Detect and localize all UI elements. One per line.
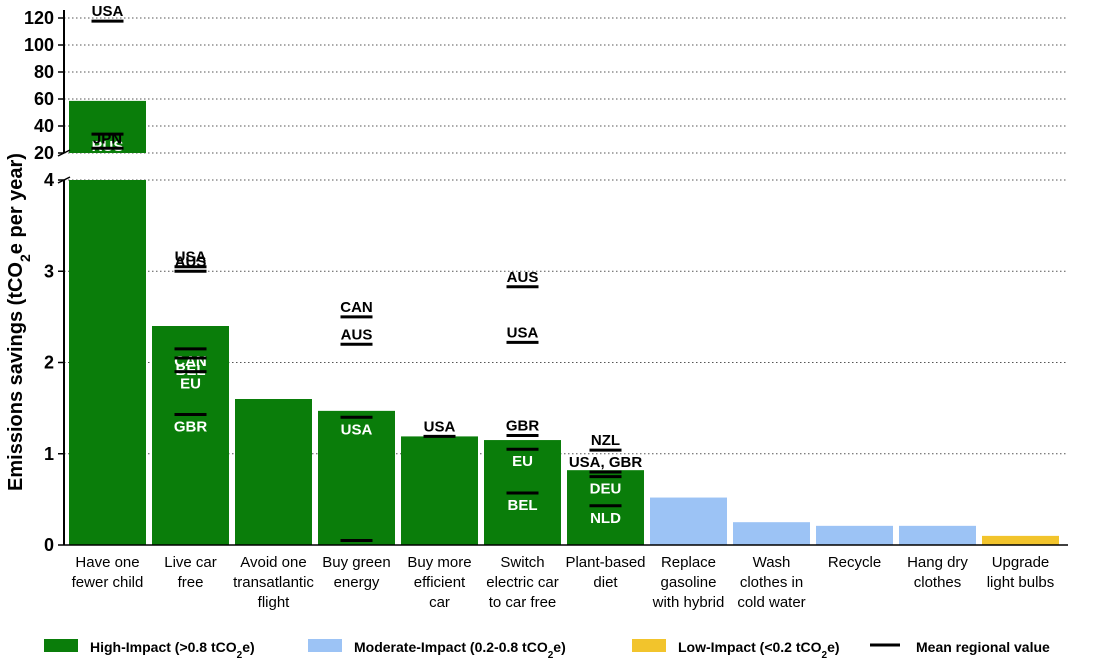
category-label: gasoline <box>661 574 717 591</box>
y-axis: 0 1 2 3 4 20 40 60 80 100 120 <box>24 8 1068 555</box>
category-label: electric car <box>486 574 559 591</box>
category-label: Buy green <box>322 554 390 571</box>
y-tick-label: 3 <box>44 261 54 281</box>
category-label: Recycle <box>828 554 881 571</box>
bar <box>567 470 644 545</box>
category-label: Have one <box>75 554 139 571</box>
category-label: fewer child <box>72 574 144 591</box>
y-tick-label: 2 <box>44 353 54 373</box>
category-label: flight <box>258 594 291 611</box>
y-axis-label: Emissions savings (tCO2e per year) <box>5 153 33 491</box>
y-tick-label: 40 <box>34 116 54 136</box>
regional-label: GBR <box>174 419 208 436</box>
regional-label: AUS <box>507 269 539 286</box>
category-label: Switch <box>500 554 544 571</box>
category-label: efficient <box>414 574 466 591</box>
regional-label: USA <box>175 249 207 266</box>
category-label: clothes in <box>740 574 803 591</box>
regional-label: USA <box>424 418 456 435</box>
regional-label: AUS <box>341 326 373 343</box>
grid-lines <box>64 17 1068 455</box>
bar <box>318 410 395 545</box>
legend-label: High-Impact (>0.8 tCO2e) <box>90 639 255 661</box>
regional-label: GBR <box>340 544 374 561</box>
regional-label: USA <box>341 421 373 438</box>
regional-label: RUS <box>92 138 124 155</box>
regional-label: USA <box>92 3 124 20</box>
category-label: clothes <box>914 574 962 591</box>
regional-label: NZL <box>591 432 620 449</box>
category-label: Replace <box>661 554 716 571</box>
y-tick-label: 60 <box>34 89 54 109</box>
category-label: free <box>178 574 204 591</box>
bar <box>733 522 810 545</box>
bar <box>69 180 146 545</box>
bar <box>152 326 229 545</box>
category-label: Wash <box>753 554 791 571</box>
category-label: Hang dry <box>907 554 968 571</box>
regional-label: BEL <box>508 497 538 514</box>
bar <box>816 525 893 545</box>
category-label: transatlantic <box>233 574 314 591</box>
regional-label: DEU <box>590 481 622 498</box>
bar <box>235 399 312 545</box>
category-label: Live car <box>164 554 217 571</box>
legend-label: Moderate-Impact (0.2-0.8 tCO2e) <box>354 639 566 661</box>
category-label: energy <box>334 574 380 591</box>
y-tick-label: 100 <box>24 35 54 55</box>
bar-upper-segment <box>69 100 146 153</box>
regional-label: CAN <box>340 299 373 316</box>
bar <box>982 535 1059 545</box>
category-label: Upgrade <box>992 554 1050 571</box>
bars <box>69 100 1059 545</box>
regional-markers: USARUSJPNUSAAUSCANBELEUGBRCANAUSUSAGBRUS… <box>91 3 643 561</box>
regional-label: USA, GBR <box>569 454 643 471</box>
y-tick-label: 0 <box>44 535 54 555</box>
category-label: diet <box>593 574 618 591</box>
y-tick-label: 80 <box>34 62 54 82</box>
y-tick-label: 20 <box>34 143 54 163</box>
legend-swatch <box>44 639 78 652</box>
category-label: Plant-based <box>565 554 645 571</box>
regional-label: EU <box>512 453 533 470</box>
bar <box>899 525 976 545</box>
regional-label: NLD <box>590 510 621 527</box>
regional-label: GBR <box>506 418 540 435</box>
regional-label: USA <box>507 324 539 341</box>
legend-label: Mean regional value <box>916 639 1050 655</box>
legend-label: Low-Impact (<0.2 tCO2e) <box>678 639 840 661</box>
y-tick-label: 120 <box>24 8 54 28</box>
regional-label: JPN <box>93 130 122 147</box>
category-label: car <box>429 594 450 611</box>
category-label: cold water <box>737 594 805 611</box>
legend-swatch <box>308 639 342 652</box>
regional-label: AUS <box>175 253 207 270</box>
regional-label: EU <box>180 376 201 393</box>
category-labels: Have one fewer child Live car free Avoid one… <box>72 554 1055 611</box>
y-tick-label: 4 <box>44 170 54 190</box>
category-label: with hybrid <box>652 594 725 611</box>
bar <box>650 497 727 545</box>
legend-swatch <box>632 639 666 652</box>
category-label: light bulbs <box>987 574 1055 591</box>
category-label: Avoid one <box>240 554 306 571</box>
y-tick-label: 1 <box>44 444 54 464</box>
category-label: to car free <box>489 594 557 611</box>
bar <box>401 436 478 545</box>
legend: High-Impact (>0.8 tCO2e) Moderate-Impact … <box>44 639 1050 661</box>
category-label: Buy more <box>407 554 471 571</box>
